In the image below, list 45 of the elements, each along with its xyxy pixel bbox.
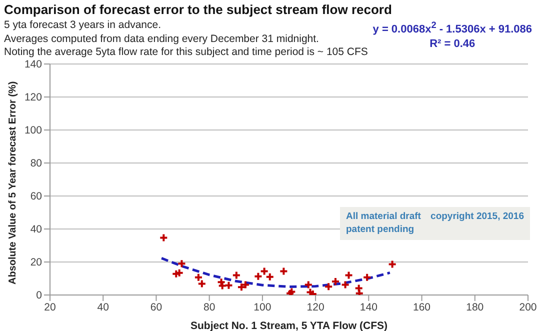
y-axis-title: Absolute Value of 5 Year forecast Error (%) xyxy=(8,81,19,284)
text: y = 0.0068x$^{2}$ - 1.5306x + 91.086 xyxy=(372,19,532,37)
point xyxy=(340,280,350,290)
y-tick-label: 40 xyxy=(30,224,42,236)
x-axis-title: Subject No. 1 Stream, 5 YTA Flow (CFS) xyxy=(190,320,388,331)
chart-subtitle: 5 yta forecast 3 years in advance. xyxy=(4,19,162,32)
point xyxy=(324,282,334,292)
x-tick-label: 40 xyxy=(97,301,110,314)
note-box: All material draft copyright 2015, 2016 patent pending xyxy=(340,207,530,240)
y-tick-label: 140 xyxy=(24,58,42,71)
point xyxy=(306,288,315,295)
x-tick-label: 160 xyxy=(413,301,431,314)
text: Noting the average 5yta flow rate for this subject and time period is ~ 105 CFS xyxy=(4,46,368,60)
annotation: All material draft xyxy=(346,210,421,223)
y-tick-label: 120 xyxy=(24,92,42,104)
chart-title: Comparison of forecast error to the subject stream flow record xyxy=(4,2,392,17)
text: Averages computed from data ending every December 31 midnight. xyxy=(4,32,320,46)
y-tick-label: 0 xyxy=(36,290,42,302)
point xyxy=(354,284,364,293)
point xyxy=(232,270,241,280)
x-tick-label: 100 xyxy=(254,301,272,314)
x-tick-label: 80 xyxy=(203,301,216,314)
x-tick-label: 180 xyxy=(466,301,484,314)
y-tick-label: 20 xyxy=(30,256,42,269)
annotation: copyright 2015, 2016 xyxy=(430,210,524,223)
x-tick-label: 140 xyxy=(360,301,378,314)
point xyxy=(279,266,288,276)
point xyxy=(177,259,186,268)
point xyxy=(159,233,168,242)
annotation: patent pending xyxy=(346,223,416,236)
x-tick-label: 200 xyxy=(519,301,537,314)
x-tick-label: 120 xyxy=(306,301,324,314)
point xyxy=(236,282,246,292)
point xyxy=(304,280,313,290)
y-tick-label: 100 xyxy=(24,124,42,137)
text: R² = 0.46 xyxy=(428,36,476,51)
point xyxy=(254,272,263,281)
point xyxy=(388,260,397,269)
point xyxy=(362,272,372,282)
x-tick-label: 20 xyxy=(44,301,56,314)
y-tick-label: 80 xyxy=(30,158,42,170)
line-series xyxy=(160,256,392,288)
point xyxy=(344,270,354,280)
y-tick-label: 60 xyxy=(30,190,42,203)
x-tick-label: 60 xyxy=(150,301,162,314)
